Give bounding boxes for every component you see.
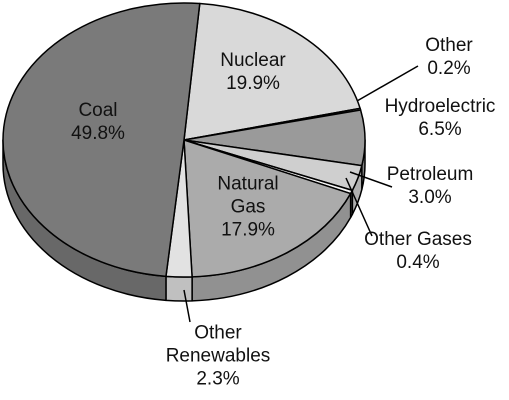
value-label: 6.5% [418, 119, 462, 140]
leader-line [183, 289, 191, 323]
value-label: 3.0% [408, 187, 452, 208]
leader-line [356, 65, 419, 102]
category-name: Other Renewables [165, 322, 271, 367]
slice-side [165, 275, 193, 302]
category-name: Other Gases [364, 229, 472, 250]
value-label: 49.8% [71, 123, 125, 144]
slice-label: Other Gases 0.4% [348, 228, 488, 274]
slice [2, 2, 201, 278]
category-name: Natural Gas [217, 173, 279, 218]
slice-label: Petroleum 3.0% [370, 163, 490, 209]
category-name: Hydroelectric [384, 96, 496, 117]
value-label: 17.9% [221, 219, 275, 241]
value-label: 0.4% [396, 252, 440, 273]
slice-label: Nuclear 19.9% [208, 49, 298, 95]
slice [183, 2, 361, 141]
leader-line [349, 171, 393, 188]
category-name: Coal [78, 100, 118, 121]
category-name: Nuclear [220, 50, 286, 71]
leader-line [345, 177, 373, 237]
slice-label: Coal 49.8% [58, 99, 138, 145]
slice [183, 139, 352, 278]
slice-label: Other 0.2% [404, 34, 494, 80]
value-label: 2.3% [196, 368, 240, 390]
category-name: Other [425, 35, 473, 56]
slice-label: Natural Gas 17.9% [213, 173, 283, 242]
value-label: 19.9% [226, 73, 280, 94]
slice-label: Other Renewables 2.3% [153, 322, 283, 391]
category-name: Petroleum [386, 164, 474, 185]
value-label: 0.2% [427, 58, 471, 79]
slice-label: Hydroelectric 6.5% [370, 95, 509, 141]
